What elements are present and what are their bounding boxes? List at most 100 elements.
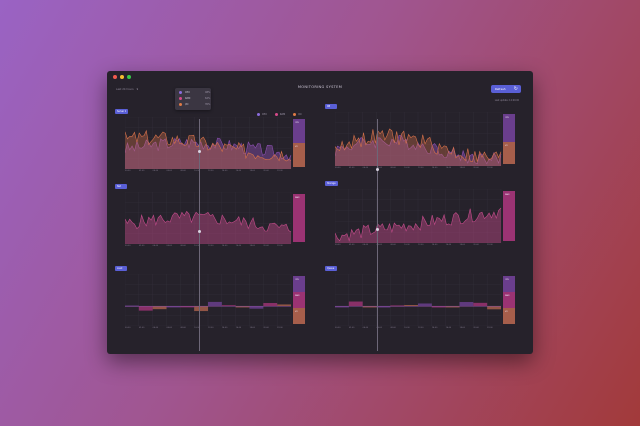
summary-segment: I/O xyxy=(503,308,515,324)
x-tick-label: 18:00 xyxy=(459,167,465,169)
chart-plot[interactable] xyxy=(125,117,305,169)
x-tick-label: 04:00 xyxy=(152,170,159,172)
chart-panel: Storage RAM 00:00 02:00 04:00 06:00 08:00 10:00… xyxy=(325,181,533,251)
summary-stack: CPU RAM I/O xyxy=(503,276,515,324)
tooltip-row-cpu: CPU 48% xyxy=(179,91,210,94)
chart-legend: CPU RAM I/O xyxy=(257,113,302,116)
x-tick-label: 00:00 xyxy=(335,167,341,169)
period-selector-label: Last 24 hours xyxy=(116,88,134,91)
step-bar xyxy=(235,306,250,308)
chart-plot[interactable] xyxy=(335,112,515,166)
step-bar xyxy=(152,306,167,310)
series-area xyxy=(125,211,291,244)
legend-item-ram[interactable]: RAM xyxy=(274,113,285,116)
maximize-window-button[interactable] xyxy=(127,75,131,79)
chart-plot[interactable] xyxy=(335,274,515,326)
hover-point-marker xyxy=(197,149,201,153)
x-tick-label: 16:00 xyxy=(445,244,452,246)
period-selector[interactable]: Last 24 hours ▾ xyxy=(116,88,138,91)
chart-plot[interactable] xyxy=(125,274,305,326)
tooltip-label: I/O xyxy=(185,103,189,106)
chart-panel: Queue CPU RAM I/O 00:00 02:00 04:00 06:00 08:00 1… xyxy=(325,266,533,334)
step-bar xyxy=(487,306,501,310)
chart-panel: Load CPU RAM I/O 00:00 02:00 04:00 06:00 08:00 10… xyxy=(115,266,325,334)
summary-segment: I/O xyxy=(293,308,305,324)
series-line xyxy=(125,129,292,162)
crosshair-line xyxy=(377,119,378,351)
chart-tag-button[interactable]: Load xyxy=(115,266,127,271)
legend-swatch-icon xyxy=(293,113,297,116)
step-bar xyxy=(208,301,222,307)
summary-segment: RAM xyxy=(293,292,305,309)
x-tick-label: 20:00 xyxy=(263,170,269,172)
chart-tag-button[interactable]: Storage xyxy=(325,181,338,186)
x-tick-label: 22:00 xyxy=(277,170,283,172)
x-tick-label: 14:00 xyxy=(431,327,438,329)
series-swatch-icon xyxy=(179,97,182,100)
chart-panel: DB CPU I/O 00:00 02:00 04:00 06:00 08:00 10:00 12… xyxy=(325,104,533,174)
x-tick-label: 08:00 xyxy=(390,244,396,246)
chart-panel: Net RAM 00:00 02:00 04:00 06:00 08:00 10:00 12:0… xyxy=(115,184,325,252)
x-tick-label: 04:00 xyxy=(152,327,159,329)
series-line xyxy=(125,210,292,233)
x-tick-label: 02:00 xyxy=(348,244,355,246)
x-tick-label: 20:00 xyxy=(263,327,269,329)
x-tick-label: 00:00 xyxy=(335,327,341,329)
summary-segment: I/O xyxy=(503,141,515,164)
app-window: Last 24 hours ▾ MONITORING SYSTEM CPU 48%… xyxy=(107,71,533,354)
x-tick-label: 18:00 xyxy=(459,327,465,329)
x-tick-label: 12:00 xyxy=(418,244,424,246)
tooltip-value: 35% xyxy=(205,103,211,106)
summary-label: CPU xyxy=(505,117,510,119)
hover-point-marker xyxy=(375,167,379,171)
step-bar xyxy=(362,306,377,308)
page-title: MONITORING SYSTEM xyxy=(297,85,343,89)
series-swatch-icon xyxy=(179,91,182,94)
step-bar xyxy=(404,305,418,307)
step-bar xyxy=(445,306,460,308)
x-tick-label: 06:00 xyxy=(166,327,172,329)
chart-plot[interactable] xyxy=(335,189,515,243)
summary-label: RAM xyxy=(295,295,300,298)
step-bar xyxy=(194,306,208,312)
chart-plot[interactable] xyxy=(125,192,305,244)
x-tick-label: 06:00 xyxy=(166,245,172,247)
summary-segment: CPU xyxy=(293,276,305,293)
x-tick-label: 12:00 xyxy=(418,327,424,329)
chart-tag-button[interactable]: Server 1 xyxy=(115,109,129,114)
series-swatch-icon xyxy=(179,103,182,106)
summary-segment: RAM xyxy=(293,194,305,242)
legend-label: CPU xyxy=(262,113,267,116)
x-tick-label: 00:00 xyxy=(335,244,341,246)
x-tick-label: 18:00 xyxy=(459,244,465,246)
x-tick-label: 12:00 xyxy=(208,245,214,247)
summary-label: I/O xyxy=(505,144,508,147)
chart-tag-button[interactable]: DB xyxy=(325,104,337,109)
x-tick-label: 04:00 xyxy=(362,167,369,169)
series-area xyxy=(125,138,291,169)
x-tick-label: 18:00 xyxy=(249,170,255,172)
tooltip-value: 62% xyxy=(205,97,211,100)
chart-tag-button[interactable]: Net xyxy=(115,184,127,189)
hover-tooltip: CPU 48% RAM 62% I/O 35% xyxy=(175,88,211,110)
x-tick-label: 12:00 xyxy=(418,167,424,169)
x-tick-label: 14:00 xyxy=(221,170,228,172)
legend-swatch-icon xyxy=(274,113,278,116)
x-tick-label: 06:00 xyxy=(376,327,382,329)
legend-item-io[interactable]: I/O xyxy=(293,113,302,116)
close-window-button[interactable] xyxy=(113,75,117,79)
x-tick-label: 10:00 xyxy=(194,170,200,172)
legend-item-cpu[interactable]: CPU xyxy=(257,113,267,116)
step-bar xyxy=(431,306,446,308)
step-bar xyxy=(166,306,181,308)
chart-tag-button[interactable]: Queue xyxy=(325,266,337,271)
x-tick-label: 06:00 xyxy=(166,170,172,172)
refresh-button-label: Refresh xyxy=(495,87,506,91)
x-tick-label: 18:00 xyxy=(249,245,255,247)
x-tick-label: 06:00 xyxy=(376,244,382,246)
refresh-button[interactable]: Refresh ↻ xyxy=(491,85,521,93)
step-bar xyxy=(418,303,432,307)
x-tick-label: 10:00 xyxy=(404,327,410,329)
x-tick-label: 08:00 xyxy=(390,167,396,169)
minimize-window-button[interactable] xyxy=(120,75,124,79)
